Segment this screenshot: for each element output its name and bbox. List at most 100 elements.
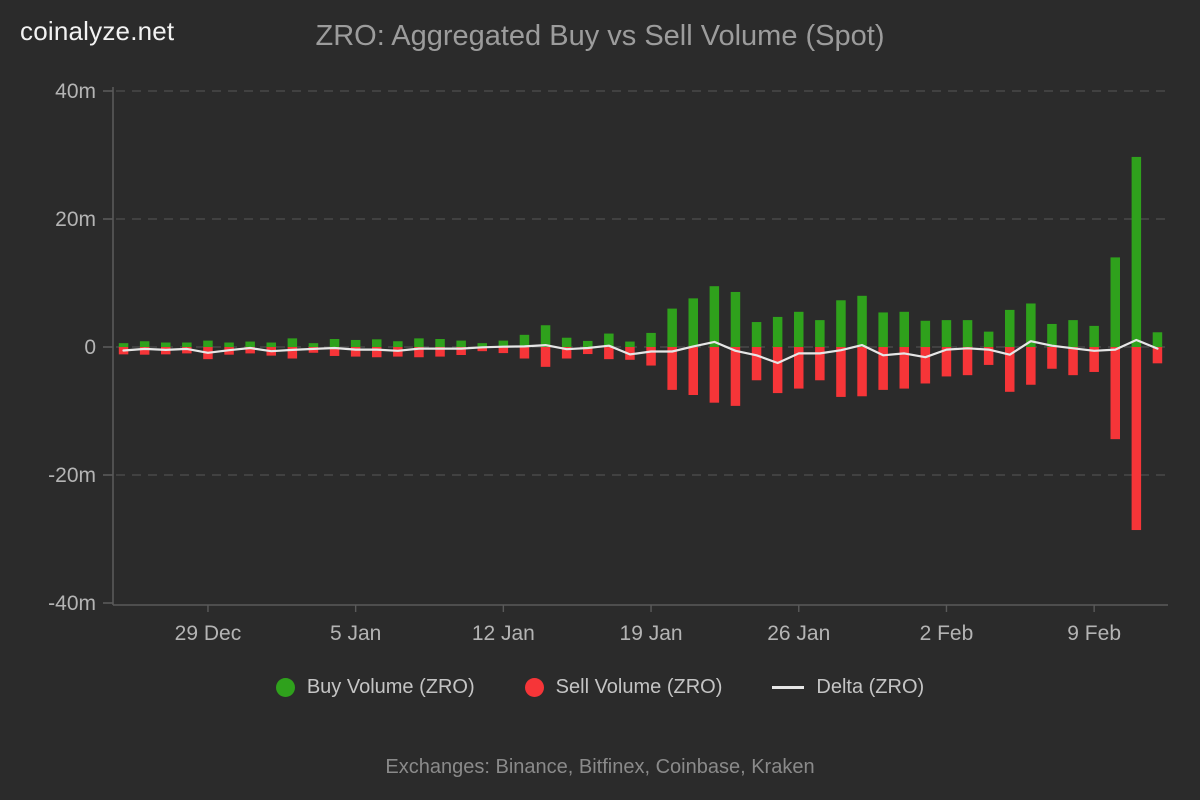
buy-bar bbox=[139, 341, 150, 347]
x-axis-label: 26 Jan bbox=[767, 622, 830, 645]
sell-bar bbox=[182, 347, 192, 354]
buy-bar bbox=[604, 333, 614, 347]
buy-bar bbox=[920, 320, 931, 347]
sell-bar bbox=[561, 347, 572, 359]
buy-bar bbox=[540, 325, 551, 347]
delta-line bbox=[122, 338, 1159, 365]
buy-bar bbox=[1005, 309, 1015, 347]
buy-bar bbox=[477, 343, 487, 347]
sell-bar bbox=[1110, 347, 1120, 440]
sell-bar bbox=[372, 347, 382, 358]
legend: Buy Volume (ZRO) Sell Volume (ZRO) Delta… bbox=[0, 676, 1200, 699]
delta-line-layer bbox=[122, 338, 1159, 365]
buy-bar bbox=[561, 337, 572, 347]
sell-bar bbox=[794, 347, 804, 389]
buy-bar bbox=[836, 300, 846, 347]
buy-bar bbox=[118, 343, 129, 347]
buy-bar bbox=[1110, 257, 1120, 347]
sell-bar bbox=[667, 347, 677, 390]
sell-bar bbox=[414, 347, 424, 358]
buy-bar bbox=[161, 342, 171, 347]
buy-bar bbox=[772, 316, 783, 347]
sell-marker-icon bbox=[524, 678, 544, 697]
sell-bar bbox=[1047, 347, 1057, 369]
buy-bar bbox=[308, 343, 319, 347]
sell-bar bbox=[498, 347, 509, 354]
buy-bar bbox=[519, 334, 530, 347]
sell-bar bbox=[287, 347, 298, 359]
buy-bar bbox=[182, 342, 192, 347]
buy-bar bbox=[815, 320, 825, 347]
buy-bar bbox=[941, 320, 952, 347]
sell-bar bbox=[709, 347, 720, 403]
buy-bar bbox=[393, 341, 403, 347]
buy-bar bbox=[414, 338, 424, 347]
sell-bar bbox=[435, 347, 445, 357]
x-axis-label: 9 Feb bbox=[1067, 622, 1121, 645]
site-logo[interactable]: coinalyze.net bbox=[20, 16, 175, 46]
sell-bar bbox=[583, 347, 593, 355]
buy-bar bbox=[350, 339, 361, 347]
sell-bar bbox=[245, 347, 255, 354]
buy-marker-icon bbox=[275, 678, 295, 697]
sell-bar bbox=[899, 347, 909, 389]
buy-bar bbox=[287, 338, 298, 347]
sell-bar bbox=[477, 347, 487, 352]
buy-bar bbox=[625, 341, 635, 347]
sell-bar bbox=[688, 347, 698, 395]
sell-bar bbox=[329, 347, 340, 356]
buy-bar bbox=[983, 331, 994, 347]
sell-bar bbox=[772, 347, 783, 394]
legend-item-buy[interactable]: Buy Volume (ZRO) bbox=[275, 676, 475, 699]
legend-item-delta[interactable]: Delta (ZRO) bbox=[772, 676, 924, 699]
x-axis-label: 29 Dec bbox=[175, 622, 242, 645]
y-axis-label: -40m bbox=[48, 592, 96, 615]
delta-marker-icon bbox=[772, 686, 805, 689]
sell-bar bbox=[878, 347, 888, 390]
buy-bar bbox=[646, 332, 656, 347]
bars bbox=[118, 156, 1163, 531]
y-axis-label: -20m bbox=[48, 464, 96, 487]
buy-bar bbox=[1047, 323, 1057, 347]
sell-bar bbox=[836, 347, 846, 397]
sell-bar bbox=[1152, 347, 1163, 364]
axes bbox=[103, 87, 1168, 612]
sell-bar bbox=[941, 347, 952, 377]
buy-bar bbox=[857, 295, 867, 347]
y-axis-label: 20m bbox=[55, 208, 96, 231]
buy-bar bbox=[456, 340, 466, 347]
legend-item-sell[interactable]: Sell Volume (ZRO) bbox=[524, 676, 723, 699]
x-axis-label: 2 Feb bbox=[920, 622, 974, 645]
chart-title: ZRO: Aggregated Buy vs Sell Volume (Spot… bbox=[315, 20, 885, 52]
volume-chart: 40m 20m 0 -20m -40m 29 Dec 5 Jan 12 Jan 19 Jan 26… bbox=[48, 80, 1168, 645]
sell-bar bbox=[730, 347, 741, 406]
sell-bar bbox=[815, 347, 825, 381]
y-axis-label: 0 bbox=[84, 336, 96, 359]
buy-bar bbox=[899, 311, 909, 347]
buy-bar bbox=[583, 340, 593, 347]
buy-bar bbox=[794, 311, 804, 347]
sell-bar bbox=[920, 347, 931, 384]
sell-bar bbox=[456, 347, 466, 355]
buy-bar bbox=[1152, 332, 1163, 347]
legend-label-sell: Sell Volume (ZRO) bbox=[555, 676, 723, 698]
sell-bar bbox=[604, 347, 614, 360]
x-axis-label: 12 Jan bbox=[472, 622, 535, 645]
buy-bar bbox=[709, 286, 720, 347]
gridlines bbox=[116, 90, 1168, 476]
buy-bar bbox=[372, 339, 382, 347]
axis-labels: 40m 20m 0 -20m -40m 29 Dec 5 Jan 12 Jan 19 Jan 26… bbox=[48, 80, 1121, 645]
buy-bar bbox=[1089, 325, 1099, 347]
buy-bar bbox=[667, 308, 677, 347]
sell-bar bbox=[350, 347, 361, 357]
buy-bar bbox=[1026, 303, 1036, 347]
sell-bar bbox=[1005, 347, 1015, 392]
buy-bar bbox=[245, 341, 255, 347]
buy-bar bbox=[1131, 156, 1142, 347]
exchanges-note: Exchanges: Binance, Bitfinex, Coinbase, … bbox=[385, 756, 815, 778]
x-axis-label: 5 Jan bbox=[330, 622, 381, 645]
buy-bar bbox=[730, 291, 741, 347]
sell-bar bbox=[983, 347, 994, 365]
sell-bar bbox=[1068, 347, 1078, 376]
